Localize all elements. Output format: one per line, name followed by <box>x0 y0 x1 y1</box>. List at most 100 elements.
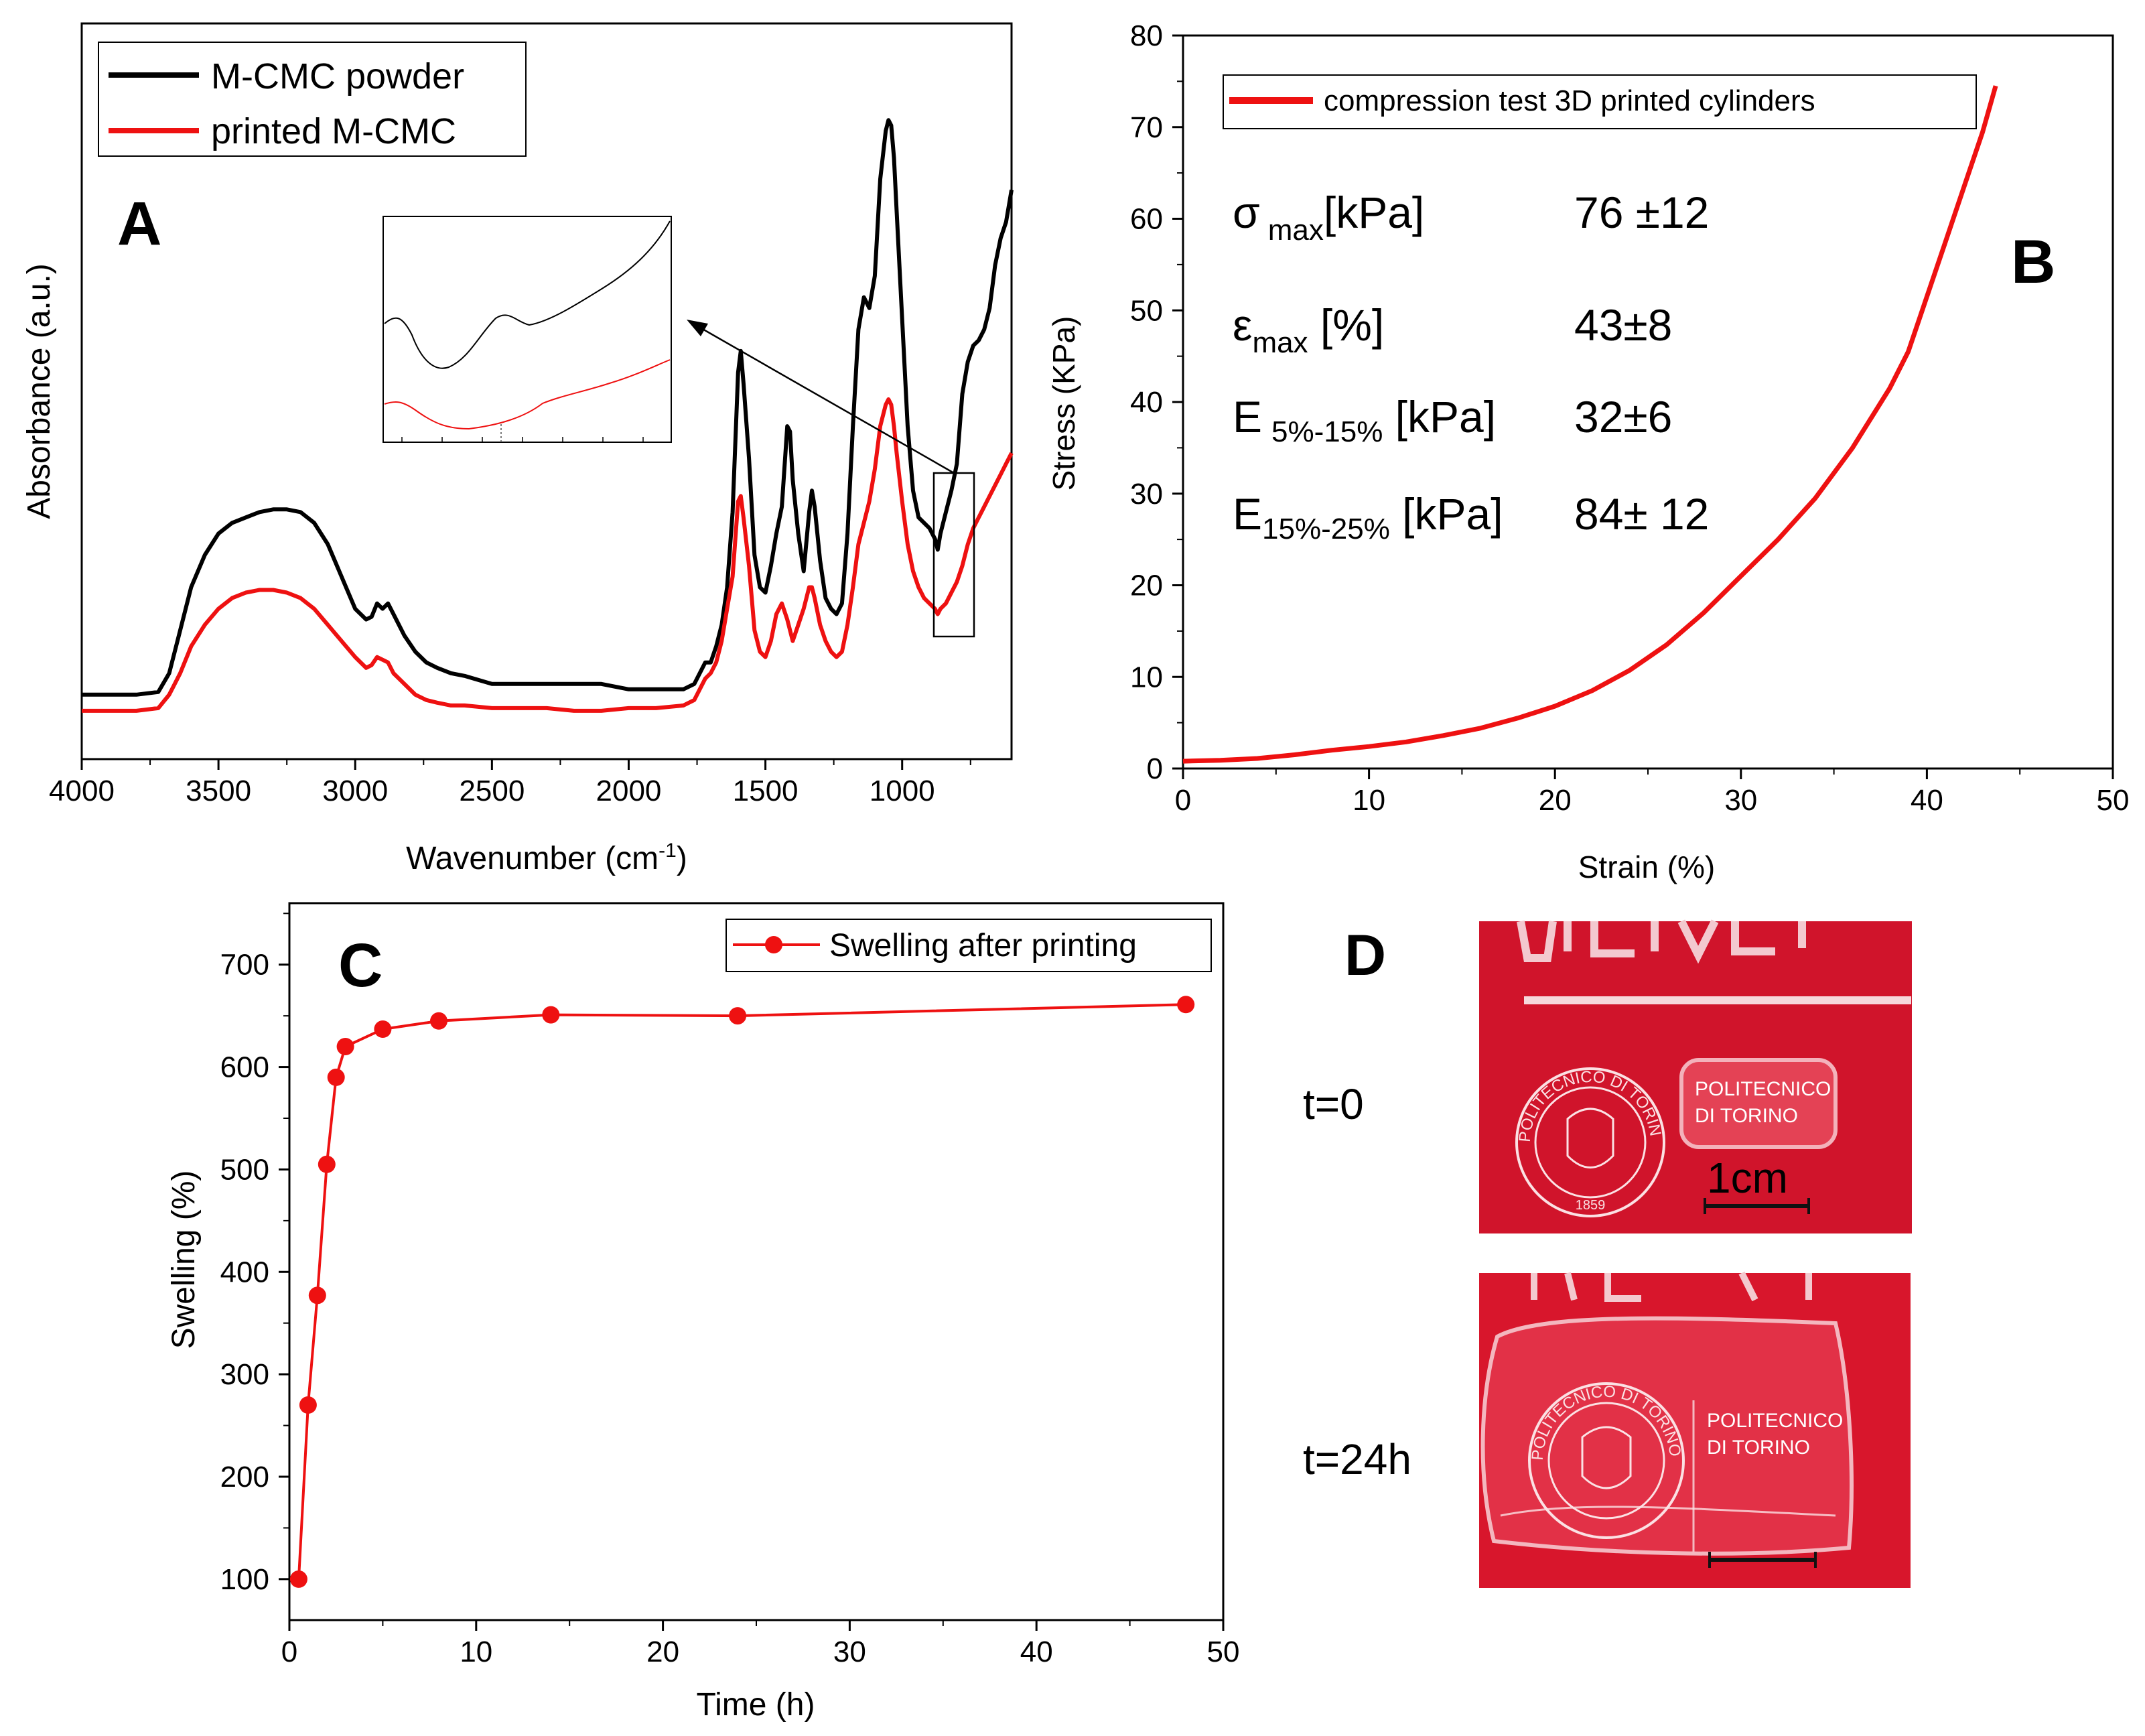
y-tick-label: 600 <box>220 1051 269 1084</box>
panel-b-series <box>1182 85 1998 764</box>
x-tick-label: 3500 <box>186 775 251 807</box>
panel-b: 0 10 20 30 40 50 0 10 20 30 40 50 60 70 80 Stress (KPa… <box>1046 19 2129 884</box>
x-tick-label: 50 <box>1207 1635 1240 1668</box>
y-tick-label: 500 <box>220 1153 269 1186</box>
panel-c-frame <box>288 902 1225 1621</box>
panel-c-ticks: 0 10 20 30 40 50 100 200 300 400 500 600 700 <box>220 913 1240 1668</box>
y-tick-label: 80 <box>1130 19 1163 52</box>
inset-ticks <box>401 437 644 442</box>
legend-label-powder: M-CMC powder <box>211 56 464 96</box>
scale-bar-label: 1cm <box>1707 1154 1788 1202</box>
y-tick-label: 30 <box>1130 478 1163 511</box>
legend-label-printed: printed M-CMC <box>211 111 456 151</box>
series-line-compression <box>1182 85 1998 764</box>
panel-a-legend: M-CMC powder printed M-CMC <box>98 42 527 157</box>
x-tick-label: 30 <box>833 1635 866 1668</box>
mechanical-stats: σ max[kPa] 76 ±12 εmax [%] 43±8 E 5%-15% [… <box>1233 188 1709 545</box>
data-point <box>374 1020 392 1038</box>
stat-value-e-15-25: 84± 12 <box>1574 489 1709 539</box>
x-tick-label: 0 <box>1175 784 1191 817</box>
sample-t24h-swollen-gel <box>1480 1316 1854 1556</box>
y-tick-label: 200 <box>220 1461 269 1493</box>
panel-a-x-axis-label: Wavenumber (cm-1) <box>406 840 687 876</box>
x-tick-label: 10 <box>1353 784 1385 817</box>
sample-t0-cylinder <box>1679 1058 1838 1149</box>
x-tick-label: 2500 <box>459 775 525 807</box>
stat-value-sigma-max: 76 ±12 <box>1574 188 1709 237</box>
sample-t0-text-2: DI TORINO <box>1695 1105 1798 1127</box>
panel-b-ticks: 0 10 20 30 40 50 0 10 20 30 40 50 60 70 80 <box>1130 19 2129 817</box>
stat-label-e-5-15: E 5%-15% [kPa] <box>1233 392 1496 448</box>
data-point <box>308 1286 326 1305</box>
inset-arrow-line <box>696 324 955 474</box>
seal-t0-inner <box>1534 1086 1647 1199</box>
inset-arrow-head <box>687 320 708 336</box>
stat-label-sigma-max: σ max[kPa] <box>1233 188 1424 247</box>
x-tick-label: 0 <box>281 1635 297 1668</box>
data-point <box>318 1155 336 1173</box>
stat-label-eps-max: εmax [%] <box>1233 300 1384 359</box>
data-point <box>336 1038 354 1055</box>
legend-label-swelling: Swelling after printing <box>829 928 1137 963</box>
panel-b-y-axis-label: Stress (KPa) <box>1046 316 1081 491</box>
seal-t0-years: 1859 <box>1576 1198 1606 1213</box>
stat-label-e-15-25: E15%-25% [kPa] <box>1233 489 1503 545</box>
label-t24h: t=24h <box>1303 1435 1411 1483</box>
data-point <box>289 1570 307 1588</box>
panel-label-d: D <box>1344 923 1386 988</box>
x-tick-label: 10 <box>460 1635 492 1668</box>
inset-curve-powder <box>384 220 671 369</box>
x-tick-label: 20 <box>646 1635 679 1668</box>
inset-curve-printed <box>384 359 671 430</box>
data-point <box>299 1396 317 1414</box>
panel-b-legend: compression test 3D printed cylinders <box>1223 74 1977 129</box>
x-tick-label: 3000 <box>322 775 388 807</box>
panel-label-b: B <box>2011 228 2055 296</box>
panel-label-a: A <box>117 190 161 258</box>
photo-t0-printed-letters <box>1517 919 1806 964</box>
series-line-swelling <box>297 1003 1186 1580</box>
stat-value-e-5-15: 32±6 <box>1574 392 1672 442</box>
panel-label-c: C <box>338 931 383 1000</box>
panel-a: 4000 3500 3000 2500 2000 1500 1000 A Absorbanc… <box>21 22 1014 876</box>
x-tick-label: 4000 <box>49 775 115 807</box>
photo-t24h-printed-letters <box>1531 1271 1812 1302</box>
x-tick-label: 40 <box>1911 784 1943 817</box>
x-tick-label: 30 <box>1724 784 1757 817</box>
panel-a-y-axis-label: Absorbance (a.u.) <box>21 263 57 519</box>
x-tick-label: 2000 <box>596 775 662 807</box>
label-t0: t=0 <box>1303 1080 1364 1128</box>
y-tick-label: 400 <box>220 1256 269 1288</box>
sample-t24h-text-1: POLITECNICO <box>1707 1410 1843 1432</box>
panel-b-legend-box <box>1223 74 1977 129</box>
legend-label-compression: compression test 3D printed cylinders <box>1324 84 1815 117</box>
panel-c-y-axis-label: Swelling (%) <box>166 1171 202 1349</box>
legend-marker-swelling <box>765 936 782 953</box>
x-tick-label: 1500 <box>733 775 799 807</box>
panel-c-legend: Swelling after printing <box>725 919 1212 972</box>
panel-c-x-axis-label: Time (h) <box>697 1687 815 1723</box>
inset-frame <box>383 216 672 443</box>
photo-t0: POLITECNICO DI TORINO 1859 POLITECNICO D… <box>0 0 1912 1233</box>
sample-t24h-text-2: DI TORINO <box>1707 1437 1810 1459</box>
photo-t0-white-stripe <box>1524 996 1911 1004</box>
seal-t0-emblem <box>1566 1108 1614 1169</box>
seal-t24h-emblem <box>1581 1426 1632 1489</box>
data-point <box>430 1012 447 1030</box>
y-tick-label: 0 <box>1147 752 1163 785</box>
y-tick-label: 700 <box>220 949 269 982</box>
data-point <box>729 1007 747 1025</box>
y-tick-label: 20 <box>1130 570 1163 602</box>
panel-d: D t=0 t=24h POLITECNICO DI TORINO 1859 P… <box>0 0 1912 1588</box>
seal-t24h-inner <box>1547 1402 1665 1520</box>
y-tick-label: 300 <box>220 1358 269 1391</box>
panel-a-legend-box <box>98 42 527 157</box>
panel-c: 0 10 20 30 40 50 100 200 300 400 500 600 700 C Swell… <box>166 902 1240 1723</box>
y-tick-label: 70 <box>1130 111 1163 144</box>
panel-a-inset <box>383 216 672 443</box>
data-point <box>1177 996 1195 1014</box>
series-line-powder <box>82 118 1014 697</box>
panel-c-series <box>289 996 1195 1588</box>
data-point <box>542 1006 560 1024</box>
